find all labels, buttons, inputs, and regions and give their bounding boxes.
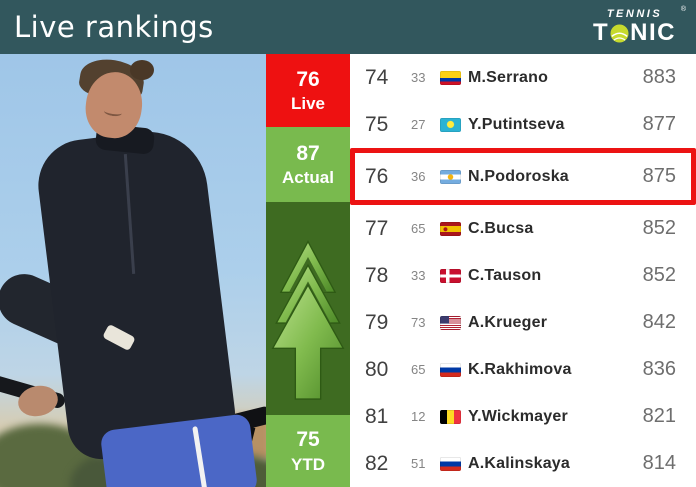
rankings-table: 74 33 M.Serrano 883 75 27 Y.Putintseva 8… [350, 54, 696, 487]
rank-value: 81 [365, 404, 389, 428]
rank-value: 78 [365, 263, 389, 287]
player-name: C.Bucsa [468, 219, 534, 237]
actual-rank-box: 87 Actual [266, 127, 350, 202]
logo-line2-suffix: NIC [630, 19, 676, 46]
player-name: M.Serrano [468, 68, 549, 86]
trend-panel [266, 202, 350, 415]
player-torso [33, 124, 239, 464]
player-number: 12 [411, 409, 426, 424]
ranking-row[interactable]: 81 12 Y.Wickmayer 821 [350, 393, 696, 440]
player-name: N.Podoroska [468, 167, 569, 185]
ytd-rank-value: 75 [296, 428, 320, 452]
player-number: 65 [411, 362, 426, 377]
player-number: 65 [411, 221, 426, 236]
rank-value: 80 [365, 357, 389, 381]
player-number: 36 [411, 169, 426, 184]
ranking-row[interactable]: 76 36 N.Podoroska 875 [350, 148, 696, 205]
registered-mark: ® [680, 6, 686, 13]
points-value: 852 [642, 217, 676, 239]
player-name: Y.Putintseva [468, 115, 565, 133]
page-title: Live rankings [14, 10, 214, 44]
actual-rank-label: Actual [282, 168, 334, 187]
ranking-row[interactable]: 78 33 C.Tauson 852 [350, 252, 696, 299]
ranking-row[interactable]: 82 51 A.Kalinskaya 814 [350, 440, 696, 487]
live-rank-label: Live [290, 94, 326, 113]
rank-value: 75 [365, 112, 389, 136]
player-number: 27 [411, 117, 426, 132]
country-flag-icon [440, 169, 461, 184]
player-hair-bun [130, 60, 154, 80]
logo-line2-prefix: T [592, 19, 610, 46]
rank-value: 74 [365, 65, 389, 89]
header-bar: Live rankings TENNIS ® T NIC [0, 0, 696, 54]
player-name: C.Tauson [468, 266, 542, 284]
player-name: K.Rakhimova [468, 360, 572, 378]
country-flag-icon [440, 117, 461, 132]
country-flag-icon [440, 362, 461, 377]
player-photo [0, 54, 266, 487]
tennis-tonic-logo[interactable]: TENNIS ® T NIC [593, 6, 686, 45]
ytd-rank-label: YTD [291, 454, 325, 474]
points-value: 852 [642, 264, 676, 286]
content-area: 76 Live 87 Actual [0, 54, 696, 487]
rank-value: 82 [365, 451, 389, 475]
player-name: A.Krueger [468, 313, 548, 331]
player-number: 33 [411, 70, 426, 85]
player-number: 33 [411, 268, 426, 283]
rank-up-arrow-icon [271, 239, 345, 400]
points-value: 821 [642, 405, 676, 427]
points-value: 836 [642, 358, 676, 380]
rank-summary-column: 76 Live 87 Actual [266, 54, 350, 487]
player-name: Y.Wickmayer [468, 407, 568, 425]
country-flag-icon [440, 315, 461, 330]
country-flag-icon [440, 70, 461, 85]
ranking-row[interactable]: 77 65 C.Bucsa 852 [350, 205, 696, 252]
live-rank-box: 76 Live [266, 54, 350, 127]
points-value: 875 [642, 165, 676, 187]
points-value: 883 [642, 66, 676, 88]
rank-value: 76 [365, 164, 389, 188]
tennis-ball-icon [610, 23, 629, 43]
rank-value: 79 [365, 310, 389, 334]
country-flag-icon [440, 221, 461, 236]
live-rank-value: 76 [296, 67, 320, 91]
country-flag-icon [440, 268, 461, 283]
actual-rank-value: 87 [296, 141, 320, 165]
country-flag-icon [440, 456, 461, 471]
points-value: 842 [642, 311, 676, 333]
ranking-row[interactable]: 79 73 A.Krueger 842 [350, 299, 696, 346]
logo-line2: T NIC [593, 21, 676, 45]
ranking-row[interactable]: 75 27 Y.Putintseva 877 [350, 101, 696, 148]
player-number: 73 [411, 315, 426, 330]
points-value: 877 [642, 113, 676, 135]
ranking-row[interactable]: 74 33 M.Serrano 883 [350, 54, 696, 101]
ranking-row[interactable]: 80 65 K.Rakhimova 836 [350, 346, 696, 393]
logo-line1: TENNIS [606, 8, 663, 20]
ytd-rank-box: 75 YTD [266, 415, 350, 487]
rank-value: 77 [365, 216, 389, 240]
player-name: A.Kalinskaya [468, 454, 571, 472]
player-number: 51 [411, 456, 426, 471]
country-flag-icon [440, 409, 461, 424]
points-value: 814 [642, 452, 676, 474]
